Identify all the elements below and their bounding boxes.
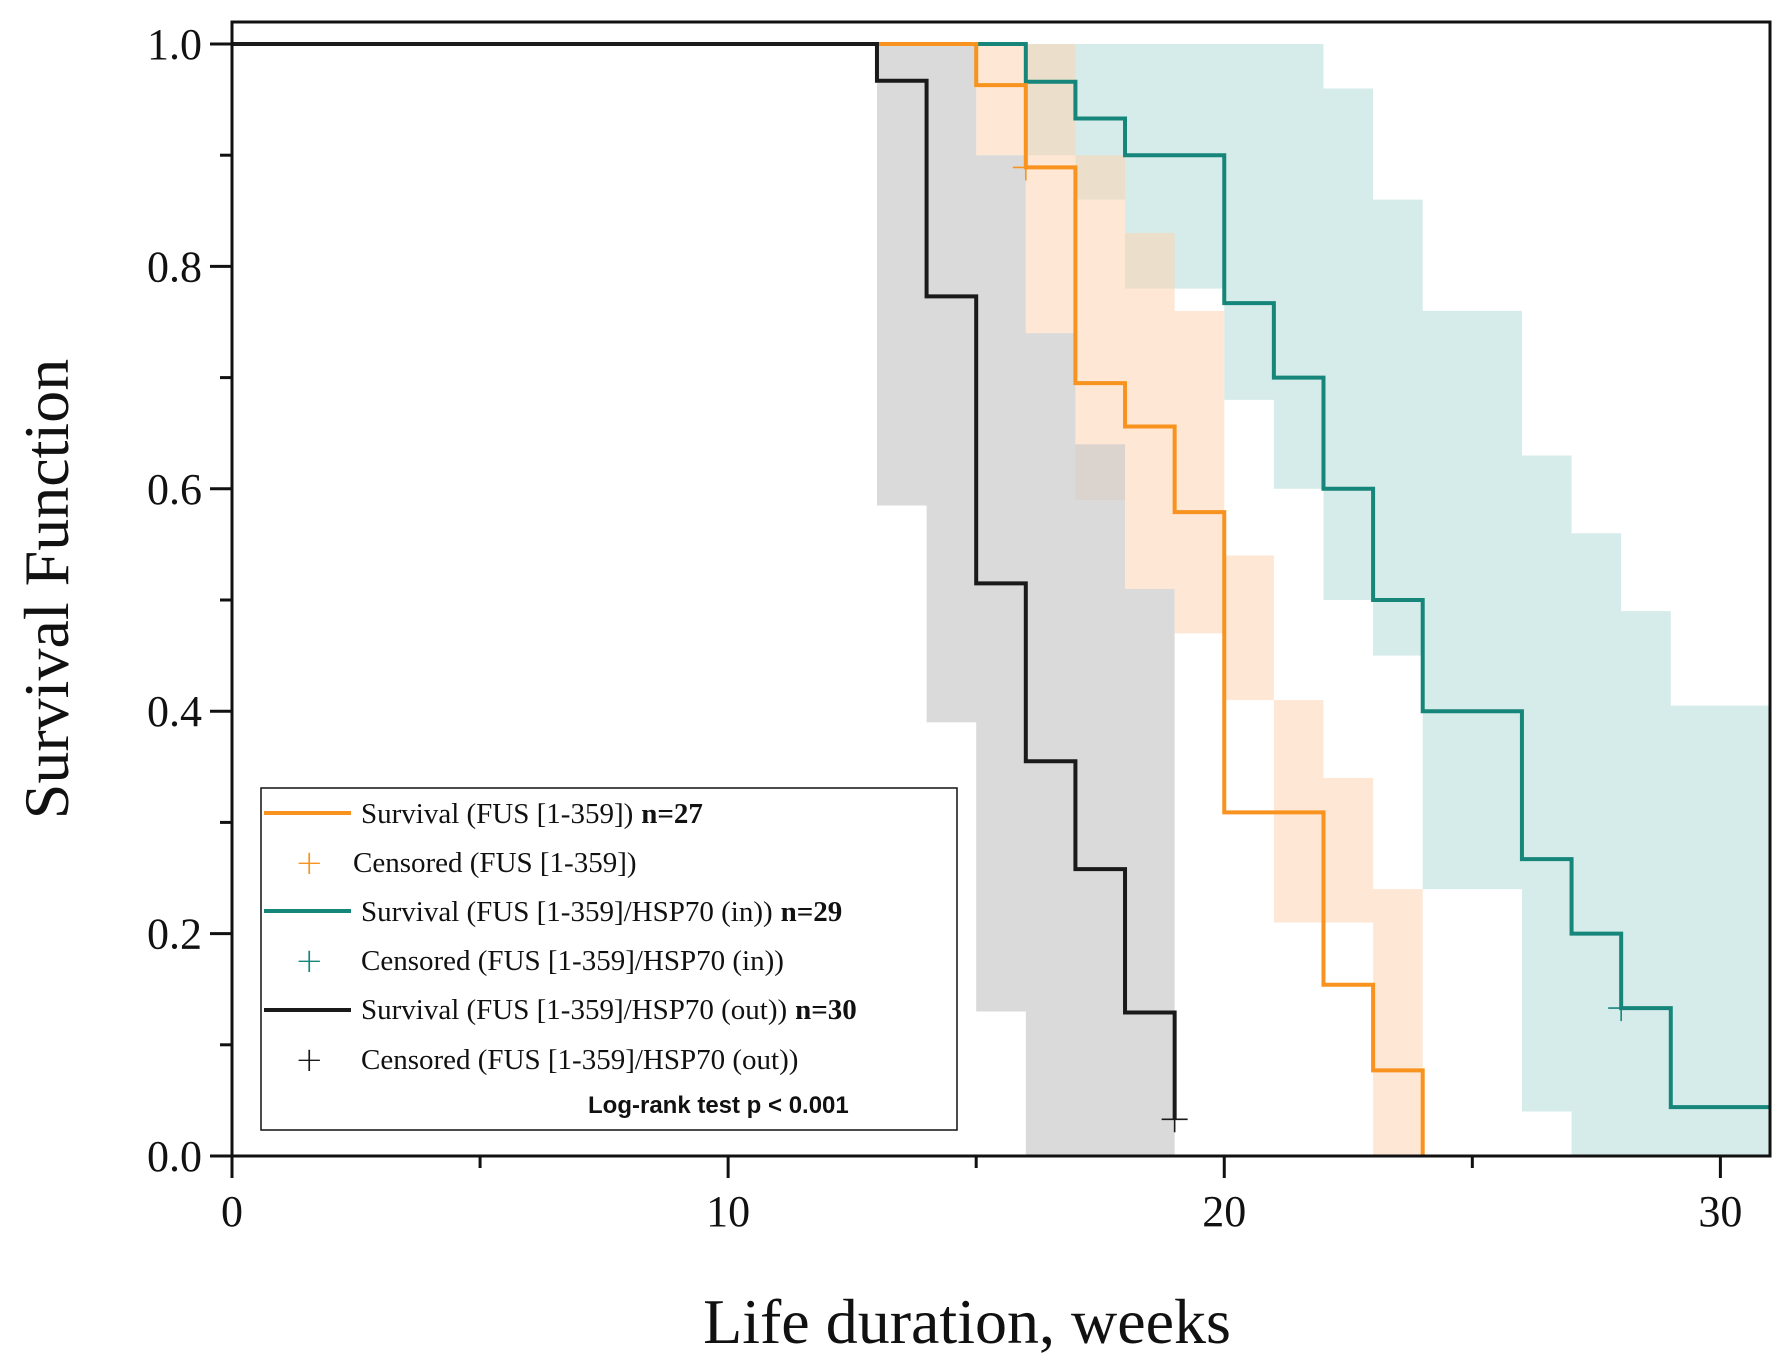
ci-band-1 <box>232 44 1770 1156</box>
log-rank-annotation: Log-rank test p < 0.001 <box>588 1092 849 1119</box>
survival-line-1 <box>232 42 1770 1110</box>
legend-n-out: n=30 <box>795 994 857 1026</box>
legend-box <box>260 787 958 1131</box>
x-tick-label: 20 <box>1202 1187 1246 1236</box>
censored-marker <box>1161 1106 1188 1133</box>
legend-censored-mark-out: + <box>295 1040 324 1080</box>
y-tick-label: 0.2 <box>147 910 202 959</box>
x-axis-label: Life duration, weeks <box>703 1286 1231 1357</box>
x-tick-label: 10 <box>706 1187 750 1236</box>
legend-n-fus: n=27 <box>641 798 703 830</box>
legend-label-out: Survival (FUS [1-359]/HSP70 (out)) n=30 <box>361 994 857 1026</box>
censored-markers <box>1012 154 1635 1133</box>
legend-label-out-name: Survival (FUS [1-359]/HSP70 (out)) <box>361 994 787 1026</box>
survival-line-2 <box>232 42 1177 1120</box>
y-tick-label: 0.8 <box>147 242 202 291</box>
axes: 0.0 0.2 0.4 0.6 0.8 1.0 0 10 20 30 <box>147 20 1742 1236</box>
legend-censored-label-in: Censored (FUS [1-359]/HSP70 (in)) <box>361 945 784 977</box>
legend-censored-label-out: Censored (FUS [1-359]/HSP70 (out)) <box>361 1044 798 1076</box>
legend-label-in-name: Survival (FUS [1-359]/HSP70 (in)) <box>361 896 773 928</box>
legend-censored-mark-fus: + <box>295 843 324 883</box>
censored-marker <box>1608 995 1635 1022</box>
survival-curves <box>232 42 1770 1156</box>
plot-frame <box>230 20 1772 1158</box>
legend-censored-label-fus: Censored (FUS [1-359]) <box>353 847 637 879</box>
legend: Survival (FUS [1-359]) n=27 + Censored (F… <box>260 787 958 1131</box>
ci-band-2 <box>232 44 1175 1156</box>
survival-line-0 <box>232 42 1425 1156</box>
y-tick-label: 1.0 <box>147 20 202 69</box>
y-tick-label: 0.0 <box>147 1132 202 1181</box>
x-tick-label: 0 <box>221 1187 243 1236</box>
censored-marker <box>1012 154 1039 181</box>
legend-censored-mark-in: + <box>295 941 324 981</box>
y-axis-label: Survival Function <box>11 359 82 819</box>
ci-band-0 <box>232 44 1423 1156</box>
legend-label-in: Survival (FUS [1-359]/HSP70 (in)) n=29 <box>361 896 842 928</box>
legend-label-fus-name: Survival (FUS [1-359]) <box>361 798 633 830</box>
y-tick-label: 0.6 <box>147 465 202 514</box>
confidence-bands <box>232 44 1770 1156</box>
legend-n-in: n=29 <box>781 896 843 928</box>
y-tick-label: 0.4 <box>147 687 202 736</box>
legend-label-fus: Survival (FUS [1-359]) n=27 <box>361 798 703 830</box>
x-tick-label: 30 <box>1698 1187 1742 1236</box>
